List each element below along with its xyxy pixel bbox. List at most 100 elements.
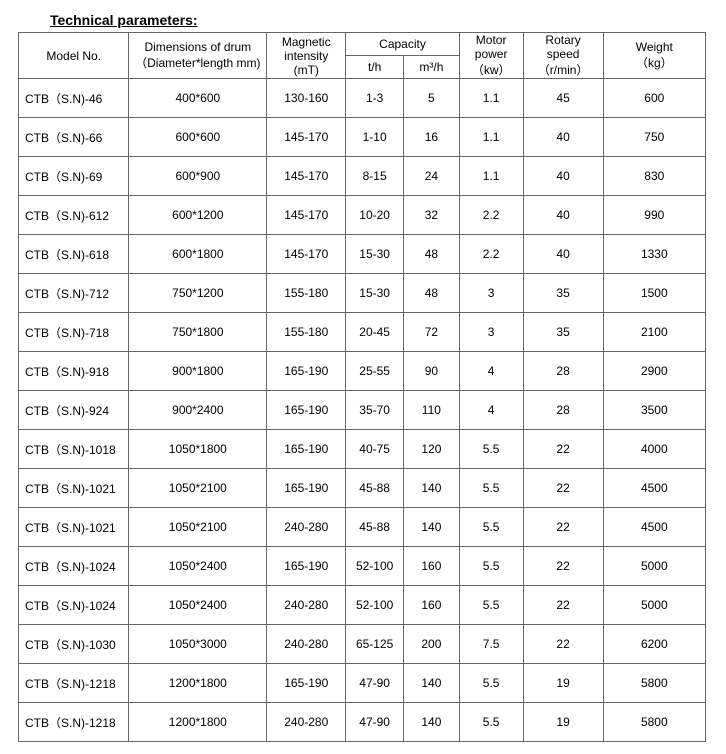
header-speed-l3: （r/min）	[538, 63, 589, 77]
cell-speed: 35	[523, 313, 603, 352]
cell-speed: 35	[523, 274, 603, 313]
header-mag-l1: Magnetic	[282, 35, 331, 49]
cell-speed: 22	[523, 469, 603, 508]
cell-th: 40-75	[346, 430, 404, 469]
header-power-l3: （kw）	[472, 63, 511, 77]
header-th: t/h	[346, 56, 404, 79]
cell-m3h: 120	[404, 430, 460, 469]
cell-power: 4	[459, 391, 523, 430]
cell-mag: 145-170	[267, 157, 346, 196]
cell-mag: 130-160	[267, 79, 346, 118]
table-row: CTB（S.N)-66600*600145-1701-10161.140750	[19, 118, 706, 157]
cell-mag: 165-190	[267, 547, 346, 586]
cell-mag: 240-280	[267, 586, 346, 625]
table-row: CTB（S.N)-718750*1800155-18020-4572335210…	[19, 313, 706, 352]
cell-weight: 4000	[603, 430, 705, 469]
cell-power: 3	[459, 274, 523, 313]
cell-model: CTB（S.N)-718	[19, 313, 129, 352]
cell-th: 1-10	[346, 118, 404, 157]
cell-th: 47-90	[346, 703, 404, 742]
header-model: Model No.	[19, 33, 129, 79]
cell-power: 2.2	[459, 196, 523, 235]
table-row: CTB（S.N)-10211050*2100240-28045-881405.5…	[19, 508, 706, 547]
cell-power: 5.5	[459, 586, 523, 625]
cell-dim: 900*2400	[129, 391, 267, 430]
table-row: CTB（S.N)-612600*1200145-17010-20322.2409…	[19, 196, 706, 235]
cell-speed: 45	[523, 79, 603, 118]
cell-th: 15-30	[346, 235, 404, 274]
cell-dim: 1200*1800	[129, 664, 267, 703]
cell-m3h: 32	[404, 196, 460, 235]
cell-power: 5.5	[459, 664, 523, 703]
table-row: CTB（S.N)-10241050*2400165-19052-1001605.…	[19, 547, 706, 586]
cell-dim: 1050*2100	[129, 508, 267, 547]
cell-mag: 165-190	[267, 664, 346, 703]
cell-model: CTB（S.N)-918	[19, 352, 129, 391]
cell-weight: 5000	[603, 586, 705, 625]
cell-m3h: 48	[404, 274, 460, 313]
cell-dim: 750*1800	[129, 313, 267, 352]
cell-dim: 1050*2100	[129, 469, 267, 508]
table-row: CTB（S.N)-924900*2400165-19035-7011042835…	[19, 391, 706, 430]
cell-m3h: 140	[404, 508, 460, 547]
cell-weight: 2900	[603, 352, 705, 391]
cell-dim: 600*1800	[129, 235, 267, 274]
header-speed: Rotary speed （r/min）	[523, 33, 603, 79]
cell-weight: 1500	[603, 274, 705, 313]
cell-power: 2.2	[459, 235, 523, 274]
cell-dim: 1050*3000	[129, 625, 267, 664]
table-row: CTB（S.N)-918900*1800165-19025-5590428290…	[19, 352, 706, 391]
cell-m3h: 24	[404, 157, 460, 196]
cell-mag: 240-280	[267, 703, 346, 742]
header-dim-l1: Dimensions of drum	[144, 40, 251, 54]
header-power-l1: Motor	[476, 33, 507, 47]
table-row: CTB（S.N)-69600*900145-1708-15241.140830	[19, 157, 706, 196]
cell-model: CTB（S.N)-712	[19, 274, 129, 313]
cell-mag: 145-170	[267, 118, 346, 157]
cell-model: CTB（S.N)-1021	[19, 469, 129, 508]
cell-m3h: 5	[404, 79, 460, 118]
header-mag-l2: intensity	[284, 49, 328, 63]
cell-th: 8-15	[346, 157, 404, 196]
cell-m3h: 160	[404, 586, 460, 625]
cell-model: CTB（S.N)-69	[19, 157, 129, 196]
cell-speed: 28	[523, 391, 603, 430]
cell-speed: 40	[523, 157, 603, 196]
cell-model: CTB（S.N)-1018	[19, 430, 129, 469]
cell-th: 20-45	[346, 313, 404, 352]
table-row: CTB（S.N)-10181050*1800165-19040-751205.5…	[19, 430, 706, 469]
cell-th: 25-55	[346, 352, 404, 391]
header-power-l2: power	[475, 47, 508, 61]
cell-speed: 22	[523, 547, 603, 586]
cell-power: 5.5	[459, 430, 523, 469]
cell-th: 65-125	[346, 625, 404, 664]
cell-m3h: 48	[404, 235, 460, 274]
cell-th: 52-100	[346, 547, 404, 586]
cell-th: 45-88	[346, 469, 404, 508]
cell-power: 4	[459, 352, 523, 391]
cell-mag: 145-170	[267, 235, 346, 274]
cell-weight: 5000	[603, 547, 705, 586]
cell-m3h: 200	[404, 625, 460, 664]
cell-speed: 22	[523, 625, 603, 664]
cell-model: CTB（S.N)-46	[19, 79, 129, 118]
header-dim: Dimensions of drum （Diameter*length mm)	[129, 33, 267, 79]
cell-dim: 600*1200	[129, 196, 267, 235]
cell-dim: 400*600	[129, 79, 267, 118]
header-speed-l1: Rotary	[545, 33, 580, 47]
cell-power: 3	[459, 313, 523, 352]
header-mag-l3: (mT)	[294, 63, 319, 77]
cell-speed: 28	[523, 352, 603, 391]
cell-speed: 22	[523, 430, 603, 469]
header-weight-l1: Weight	[636, 40, 673, 54]
table-header: Model No. Dimensions of drum （Diameter*l…	[19, 33, 706, 79]
cell-th: 15-30	[346, 274, 404, 313]
table-row: CTB（S.N)-10301050*3000240-28065-1252007.…	[19, 625, 706, 664]
cell-dim: 750*1200	[129, 274, 267, 313]
cell-model: CTB（S.N)-1024	[19, 586, 129, 625]
header-capacity: Capacity	[346, 33, 459, 56]
cell-model: CTB（S.N)-924	[19, 391, 129, 430]
cell-dim: 900*1800	[129, 352, 267, 391]
cell-dim: 1050*2400	[129, 586, 267, 625]
cell-speed: 19	[523, 703, 603, 742]
